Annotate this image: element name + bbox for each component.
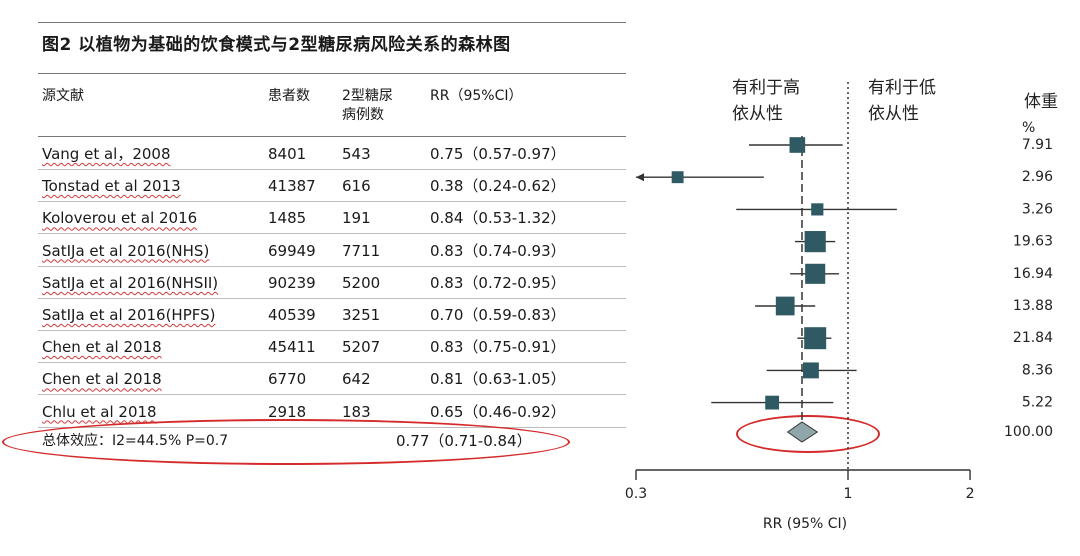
x-tick-label: 0.3	[625, 486, 647, 502]
study-marker	[775, 296, 795, 316]
overall-highlight-ellipse	[2, 419, 570, 465]
patients-cell: 6770	[268, 370, 307, 389]
header-rr: RR（95%CI）	[430, 88, 523, 104]
x-tick-label: 1	[844, 486, 853, 502]
patients-cell: 8401	[268, 145, 307, 163]
header-cases-line2: 病例数	[342, 107, 384, 123]
ci-arrow	[636, 173, 644, 182]
cases-cell: 183	[342, 402, 371, 421]
figure-title: 图2 以植物为基础的饮食模式与2型糖尿病风险关系的森林图	[42, 35, 511, 55]
source-cell: Chen et al 2018	[42, 370, 162, 389]
rr-cell: 0.83（0.72-0.95）	[430, 273, 566, 292]
patients-cell: 40539	[268, 306, 316, 324]
cases-cell: 3251	[342, 306, 381, 324]
row-rule	[38, 297, 626, 299]
source-cell: SatIJa et al 2016(NHSII)	[42, 273, 219, 292]
header-rule	[38, 73, 626, 74]
study-weight: 19.63	[1013, 234, 1053, 250]
rr-cell: 0.65（0.46-0.92）	[430, 402, 566, 421]
favors-high-label-line2: 依从性	[732, 104, 783, 124]
patients-cell: 41387	[268, 177, 316, 196]
study-weight: 7.91	[1022, 137, 1053, 153]
row-rule	[38, 265, 626, 267]
rr-cell: 0.70（0.59-0.83）	[430, 306, 566, 324]
header-bottom-rule	[38, 136, 626, 137]
rr-cell: 0.84（0.53-1.32）	[430, 209, 566, 228]
source-cell: Tonstad et al 2013	[42, 177, 181, 196]
rr-cell: 0.75（0.57-0.97）	[430, 145, 566, 163]
weight-unit: %	[1022, 120, 1035, 136]
cases-cell: 5207	[342, 338, 381, 357]
row-rule	[38, 201, 626, 203]
study-marker	[811, 203, 824, 216]
study-weight: 2.96	[1022, 169, 1053, 185]
source-cell: SatIJa et al 2016(HPFS)	[42, 306, 216, 324]
source-cell: Chen et al 2018	[42, 338, 162, 357]
favors-low-label-line1: 有利于低	[868, 78, 936, 98]
rr-cell: 0.83（0.74-0.93）	[430, 241, 566, 260]
cases-cell: 191	[342, 209, 371, 228]
source-cell: SatIJa et al 2016(NHS)	[42, 241, 210, 260]
row-rule	[38, 233, 626, 235]
favors-high-label-line1: 有利于高	[732, 78, 800, 98]
patients-cell: 2918	[268, 402, 307, 421]
source-cell: Koloverou et al 2016	[42, 209, 198, 228]
study-marker	[804, 327, 827, 350]
row-rule	[38, 362, 626, 364]
rr-cell: 0.83（0.75-0.91）	[430, 338, 566, 357]
study-marker	[789, 137, 806, 153]
cases-cell: 616	[342, 177, 371, 196]
study-marker	[671, 171, 684, 184]
overall-weight: 100.00	[1004, 424, 1053, 440]
study-weight: 3.26	[1022, 201, 1053, 217]
study-marker	[765, 395, 780, 410]
header-source: 源文献	[42, 88, 84, 104]
study-weight: 5.22	[1022, 395, 1053, 411]
study-weight: 21.84	[1013, 330, 1053, 346]
diamond-highlight-ellipse	[736, 415, 880, 453]
row-rule	[38, 169, 626, 170]
rr-cell: 0.38（0.24-0.62）	[430, 177, 566, 196]
favors-low-label-line2: 依从性	[868, 104, 919, 124]
patients-cell: 69949	[268, 241, 316, 260]
cases-cell: 7711	[342, 241, 381, 260]
weight-header: 体重	[1024, 92, 1058, 112]
row-rule	[38, 394, 626, 396]
row-rule	[38, 330, 626, 331]
source-cell: Chlu et al 2018	[42, 402, 157, 421]
rr-cell: 0.81（0.63-1.05）	[430, 370, 566, 389]
overall-diamond	[786, 421, 819, 443]
patients-cell: 90239	[268, 273, 316, 292]
study-marker	[802, 362, 819, 379]
header-cases-line1: 2型糖尿	[342, 88, 393, 104]
study-weight: 16.94	[1013, 266, 1053, 282]
study-marker	[805, 263, 826, 284]
cases-cell: 543	[342, 145, 371, 163]
cases-cell: 5200	[342, 273, 381, 292]
patients-cell: 1485	[268, 209, 307, 228]
top-rule	[38, 22, 626, 23]
x-tick-label: 2	[966, 486, 975, 502]
patients-cell: 45411	[268, 338, 316, 357]
x-axis-label: RR (95% CI)	[763, 516, 847, 532]
study-marker	[804, 231, 826, 253]
header-patients: 患者数	[268, 88, 310, 104]
cases-cell: 642	[342, 370, 371, 389]
study-weight: 8.36	[1022, 362, 1053, 378]
source-cell: Vang et al，2008	[42, 145, 171, 163]
study-weight: 13.88	[1013, 298, 1053, 314]
